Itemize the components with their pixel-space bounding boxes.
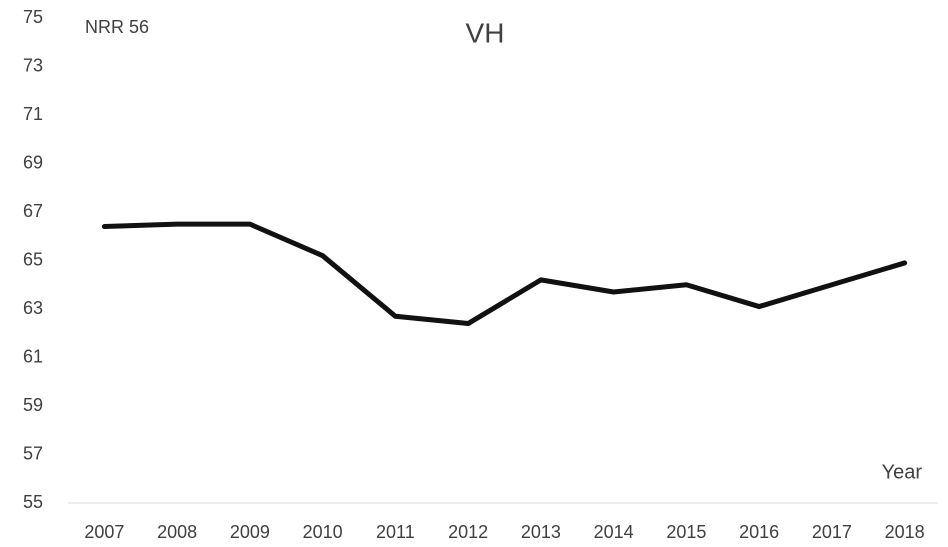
y-tick-label: 61 [23,346,43,366]
x-tick-label: 2015 [666,522,706,542]
x-tick-label: 2007 [84,522,124,542]
annotation: NRR 56 [85,17,149,37]
chart-title: VH [466,17,505,48]
y-tick-label: 67 [23,201,43,221]
x-tick-label: 2010 [303,522,343,542]
y-tick-label: 59 [23,395,43,415]
x-tick-label: 2012 [448,522,488,542]
x-tick-label: 2018 [885,522,925,542]
y-tick-label: 71 [23,104,43,124]
y-tick-label: 73 [23,55,43,75]
x-tick-label: 2016 [739,522,779,542]
y-tick-label: 55 [23,492,43,512]
y-tick-label: 63 [23,298,43,318]
x-tick-label: 2009 [230,522,270,542]
x-axis-label: Year [882,461,923,483]
x-tick-label: 2014 [594,522,634,542]
x-tick-label: 2013 [521,522,561,542]
y-tick-label: 75 [23,7,43,27]
line [101,221,908,327]
x-tick-label: 2017 [812,522,852,542]
y-tick-label: 69 [23,152,43,172]
x-tick-label: 2011 [376,522,415,542]
x-tick-label: 2008 [157,522,197,542]
y-tick-label: 65 [23,249,43,269]
y-tick-label: 57 [23,443,43,463]
